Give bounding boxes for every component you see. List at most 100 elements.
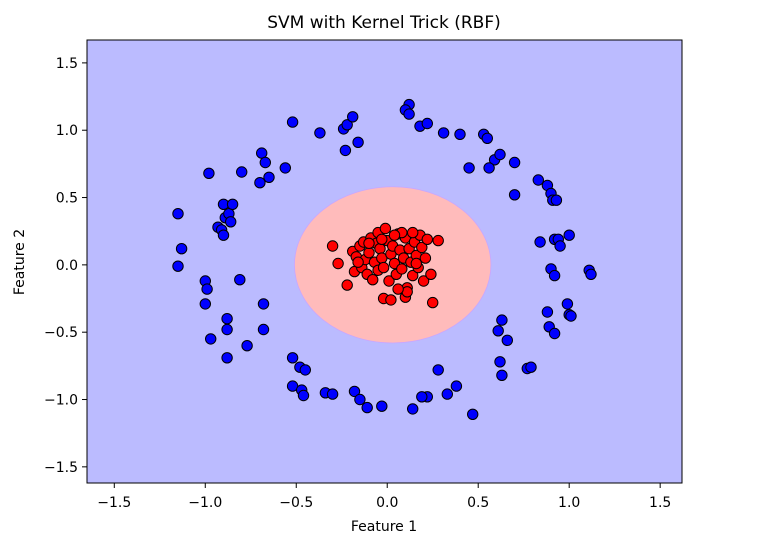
data-point xyxy=(561,298,574,310)
data-point xyxy=(259,156,271,169)
data-point xyxy=(416,241,428,254)
data-point xyxy=(483,162,495,174)
x-axis: −1.5 −1.0 −0.5 0.0 0.5 1.0 1.5 xyxy=(97,483,671,511)
x-tick-label: 1.0 xyxy=(558,495,580,511)
data-point xyxy=(421,117,433,130)
data-point xyxy=(494,148,506,161)
data-point xyxy=(377,261,390,274)
data-point xyxy=(437,127,450,139)
data-point xyxy=(379,222,392,235)
data-point xyxy=(534,236,546,248)
data-point xyxy=(563,229,575,241)
data-point xyxy=(299,364,311,376)
data-point xyxy=(241,340,253,352)
data-point xyxy=(496,369,508,381)
data-point xyxy=(236,166,248,178)
y-axis-label: Feature 2 xyxy=(12,229,28,295)
data-point xyxy=(565,310,577,322)
x-tick-label: 0.5 xyxy=(467,495,489,511)
data-point xyxy=(175,243,188,255)
data-point xyxy=(525,361,537,373)
y-tick-label: 0.5 xyxy=(56,191,78,207)
data-point xyxy=(341,119,353,131)
data-point xyxy=(354,393,366,406)
data-point xyxy=(548,269,561,282)
data-point xyxy=(548,327,561,340)
data-point xyxy=(385,294,397,306)
data-point xyxy=(257,298,270,310)
data-point xyxy=(419,252,432,264)
data-point xyxy=(432,234,444,247)
data-point xyxy=(297,389,310,402)
data-point xyxy=(221,323,233,336)
data-point xyxy=(463,162,475,174)
y-tick-label: −0.5 xyxy=(44,325,78,341)
data-point xyxy=(226,198,239,211)
data-point xyxy=(254,177,266,189)
y-tick-label: −1.0 xyxy=(44,393,78,409)
series-1 xyxy=(326,222,444,309)
data-point xyxy=(396,263,408,275)
data-point xyxy=(403,108,415,120)
data-point xyxy=(326,240,339,252)
data-point xyxy=(263,171,275,184)
data-point xyxy=(348,385,361,398)
series-0 xyxy=(172,98,597,420)
data-point xyxy=(221,313,233,325)
data-point xyxy=(388,229,401,241)
data-point xyxy=(450,380,463,392)
data-point xyxy=(496,314,508,326)
data-point xyxy=(352,256,364,268)
data-point xyxy=(286,352,299,364)
data-point xyxy=(257,323,270,336)
data-point xyxy=(234,274,246,286)
data-point xyxy=(326,388,339,400)
data-point xyxy=(376,400,388,412)
data-point xyxy=(256,147,268,159)
data-point xyxy=(225,216,237,228)
data-point xyxy=(425,268,437,280)
data-point xyxy=(454,128,466,141)
data-point xyxy=(585,268,597,280)
points-layer xyxy=(172,98,597,420)
data-point xyxy=(374,243,386,255)
chart-title: SVM with Kernel Trick (RBF) xyxy=(267,13,500,33)
data-point xyxy=(492,325,504,337)
x-tick-label: 1.5 xyxy=(649,495,671,511)
x-tick-label: −1.0 xyxy=(188,495,222,511)
data-point xyxy=(341,279,353,291)
data-point xyxy=(407,226,419,239)
data-point xyxy=(203,167,215,180)
plot-frame xyxy=(86,39,683,484)
data-point xyxy=(417,275,430,287)
x-axis-label: Feature 1 xyxy=(351,519,417,535)
data-point xyxy=(532,174,544,186)
data-point xyxy=(421,233,433,246)
data-point xyxy=(201,283,213,295)
data-point xyxy=(550,194,563,206)
data-point xyxy=(427,296,439,309)
data-point xyxy=(347,111,359,123)
data-point xyxy=(199,298,212,310)
data-point xyxy=(221,352,233,364)
data-point xyxy=(339,144,352,157)
data-point xyxy=(172,260,184,272)
data-point xyxy=(392,283,404,295)
data-point xyxy=(363,247,375,259)
data-point xyxy=(314,127,326,139)
x-tick-label: −0.5 xyxy=(279,495,313,511)
data-point xyxy=(441,388,453,400)
data-point xyxy=(205,333,217,345)
data-point xyxy=(541,306,554,318)
x-tick-label: −1.5 xyxy=(97,495,131,511)
data-point xyxy=(501,334,513,346)
data-point xyxy=(416,391,428,403)
y-tick-label: −1.5 xyxy=(44,460,78,476)
data-point xyxy=(407,269,419,282)
data-point xyxy=(363,237,375,250)
data-point xyxy=(494,356,506,368)
data-point xyxy=(332,257,344,270)
data-point xyxy=(410,257,422,270)
data-point xyxy=(376,233,388,246)
